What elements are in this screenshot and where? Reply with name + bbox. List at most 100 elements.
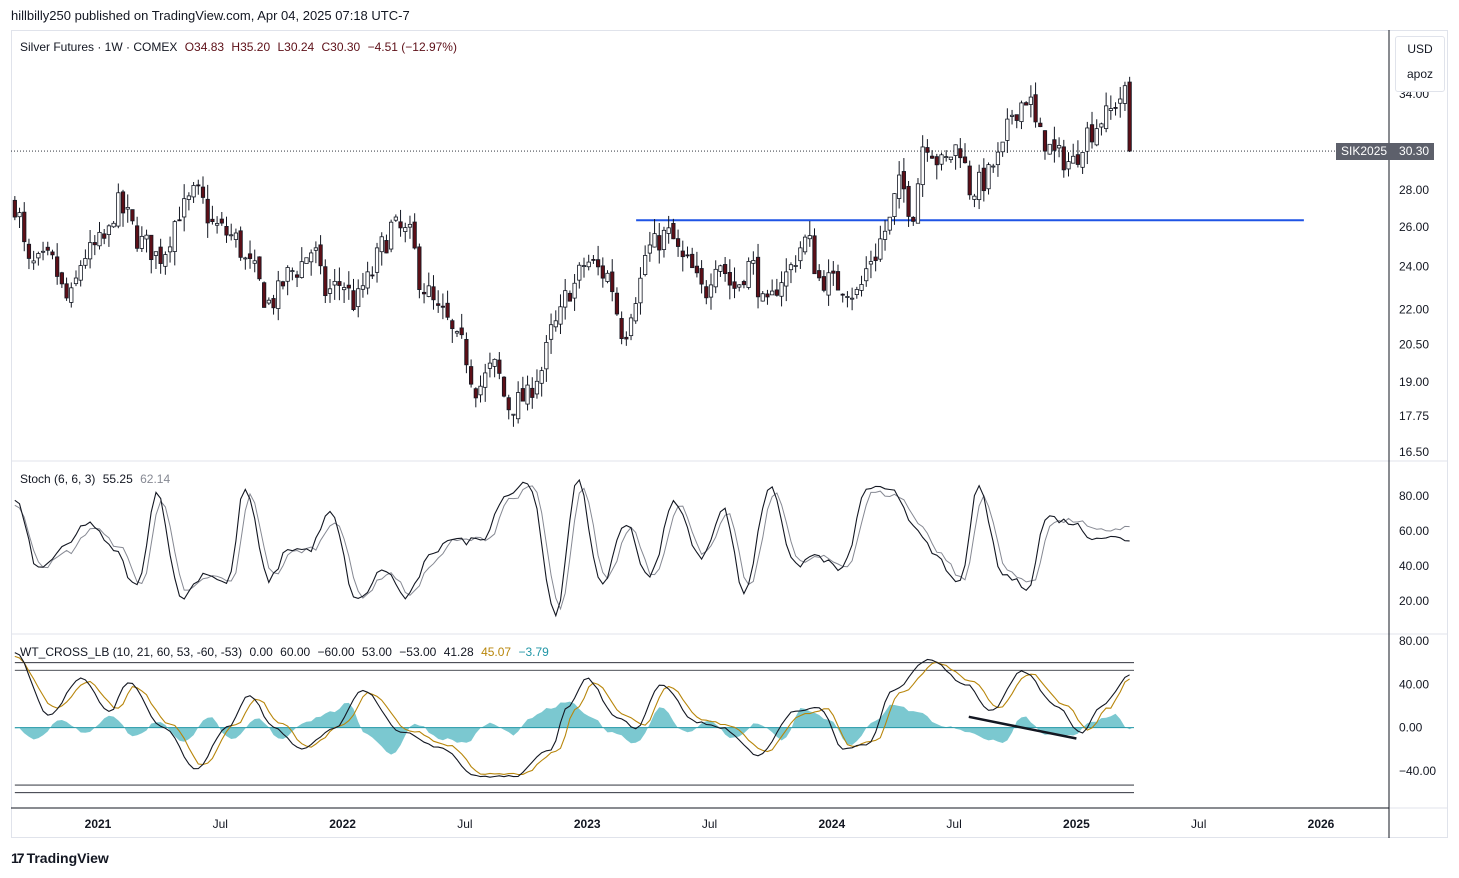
stoch-axis-label: 20.00 [1399, 594, 1429, 608]
candle-body [953, 144, 958, 156]
tradingview-logo[interactable]: 17 TradingView [11, 850, 109, 866]
candle [539, 366, 544, 397]
candle [417, 243, 422, 299]
user-label[interactable]: apoz [1406, 67, 1434, 81]
candle [558, 294, 563, 335]
candle [139, 226, 144, 252]
scale-settings[interactable]: USD apoz [1395, 36, 1445, 92]
candle [850, 287, 855, 311]
candle-body [158, 246, 163, 264]
candle-body [1099, 123, 1104, 128]
candle [986, 162, 991, 195]
wt-divergence-trendline [968, 715, 1077, 740]
candle-body [671, 222, 676, 240]
candle [944, 150, 949, 162]
candle-body [346, 284, 351, 289]
candle-body [1047, 143, 1052, 155]
candle-body [219, 218, 224, 224]
stoch-pane [14, 478, 1130, 618]
candle-body [1028, 96, 1033, 105]
candle-body [610, 271, 615, 293]
candle-body [511, 413, 516, 416]
candle-body [831, 270, 836, 274]
candle-body [111, 222, 116, 228]
candle-body [393, 216, 398, 221]
candle-body [135, 225, 140, 249]
candle [445, 290, 450, 321]
candle [431, 275, 436, 310]
candle [356, 279, 361, 318]
stoch-k-value: 55.25 [102, 472, 133, 486]
candle-body [299, 261, 304, 278]
candle [393, 214, 398, 222]
candle-body [760, 293, 765, 302]
candle-body [977, 171, 982, 201]
stoch-axis-label: 60.00 [1399, 524, 1429, 538]
candle [323, 259, 328, 304]
candle [798, 241, 803, 269]
candle-body [285, 267, 290, 282]
candle [967, 160, 972, 200]
candle [31, 250, 36, 270]
candle-body [318, 244, 323, 267]
currency-label[interactable]: USD [1407, 42, 1433, 56]
candle [972, 193, 977, 208]
candle-body [1080, 152, 1085, 168]
candle [755, 243, 761, 309]
legend-change: −4.51 (−12.97%) [367, 40, 457, 54]
candle-body [210, 218, 215, 223]
candle-body [266, 299, 271, 304]
candle [290, 267, 295, 281]
legend-close: C30.30 [321, 40, 361, 54]
candle-body [718, 265, 723, 272]
wt-v8: −3.79 [518, 645, 549, 659]
candle [718, 264, 723, 277]
tv-logo-icon: 17 [11, 850, 25, 866]
candle-body [12, 199, 17, 218]
time-axis-label: Jul [946, 817, 961, 831]
candle-body [450, 320, 455, 330]
candle [699, 260, 704, 294]
candle [788, 262, 794, 284]
candle [525, 375, 530, 411]
candle [50, 249, 55, 260]
candle-body [915, 183, 921, 224]
candle-body [906, 185, 911, 217]
candle-body [412, 221, 417, 249]
candle-body [1033, 94, 1038, 123]
candle-body [271, 298, 276, 309]
candle [817, 264, 822, 282]
legend-open: O34.83 [184, 40, 225, 54]
candle-body [516, 392, 521, 420]
candle [266, 297, 271, 306]
candle-body [116, 192, 121, 227]
candle-body [962, 156, 968, 164]
candle [215, 216, 220, 234]
candle [596, 245, 601, 276]
candle-body [139, 235, 144, 249]
candle-body [469, 366, 474, 385]
candle [516, 381, 521, 424]
candle-body [737, 284, 742, 288]
candle [106, 224, 112, 247]
candle [440, 293, 445, 320]
candle-body [102, 233, 107, 239]
candle-body [356, 288, 361, 308]
candle-body [586, 261, 591, 268]
candle [845, 291, 850, 308]
published-by: hillbilly250 published on TradingView.co… [11, 8, 410, 23]
legend-symbol: Silver Futures · 1W · COMEX [20, 40, 178, 54]
candle [153, 251, 159, 270]
candle [765, 289, 770, 305]
candle [497, 352, 502, 380]
candle-body [925, 147, 930, 153]
time-axis-label: 2023 [574, 817, 601, 831]
candle [1113, 102, 1118, 116]
wt-v7: 45.07 [481, 645, 512, 659]
candle [1042, 130, 1048, 160]
candle-body [911, 216, 916, 222]
wt-axis-label: 0.00 [1399, 721, 1423, 735]
candle [774, 278, 779, 297]
candle-body [360, 285, 366, 290]
